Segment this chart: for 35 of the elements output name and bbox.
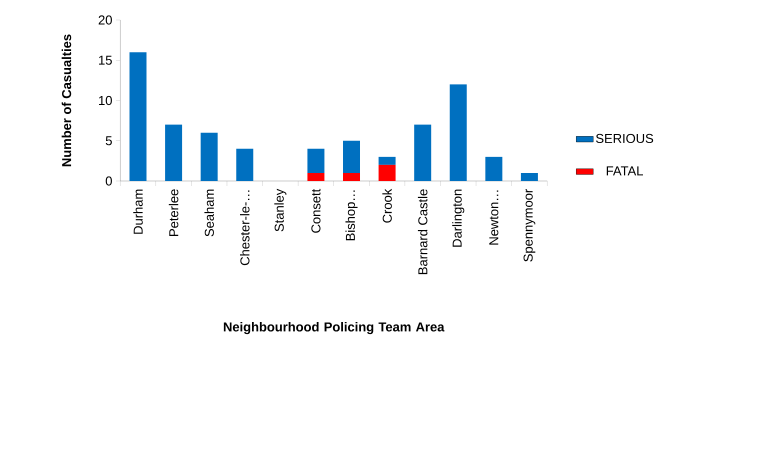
bar [378, 156, 396, 165]
x-axis-title: Neighbourhood Policing Team Area [224, 322, 444, 334]
bar [343, 172, 360, 181]
bar [450, 84, 467, 181]
legend-label: FATAL [606, 166, 643, 176]
x-tick-label: Darlington [452, 190, 464, 247]
x-tick-label: Durham [133, 190, 143, 234]
bar [520, 172, 538, 181]
x-tick-label: Spennymoor [524, 189, 536, 262]
y-axis-title: Number of Casualties [62, 34, 72, 166]
x-tick-label: Barnard Castle [418, 189, 428, 274]
bar [165, 124, 182, 181]
x-tick-label: Seaham [204, 190, 214, 236]
bar [200, 132, 218, 181]
bar [378, 164, 396, 181]
y-tick-label: 10 [99, 96, 112, 106]
legend-label: SERIOUS [596, 134, 654, 144]
y-tick-label: 5 [106, 136, 112, 146]
bar [236, 148, 254, 181]
x-tick-label: Peterlee [168, 189, 178, 236]
bar [130, 52, 146, 181]
x-tick-label: Chester-le-… [240, 190, 250, 266]
bar [343, 140, 360, 173]
x-tick-label: Stanley [274, 188, 286, 232]
x-tick-label: Consett [311, 188, 321, 233]
bar [485, 156, 502, 181]
y-tick-label: 0 [106, 176, 112, 186]
bar [414, 124, 432, 181]
y-tick-label: 15 [99, 56, 112, 65]
y-tick-label: 20 [98, 15, 112, 25]
x-tick-label: Crook [382, 188, 392, 223]
x-tick-label: Bishop… [345, 190, 358, 240]
bar [307, 148, 324, 173]
x-tick-label: Newton… [489, 190, 498, 245]
bar [307, 172, 324, 181]
